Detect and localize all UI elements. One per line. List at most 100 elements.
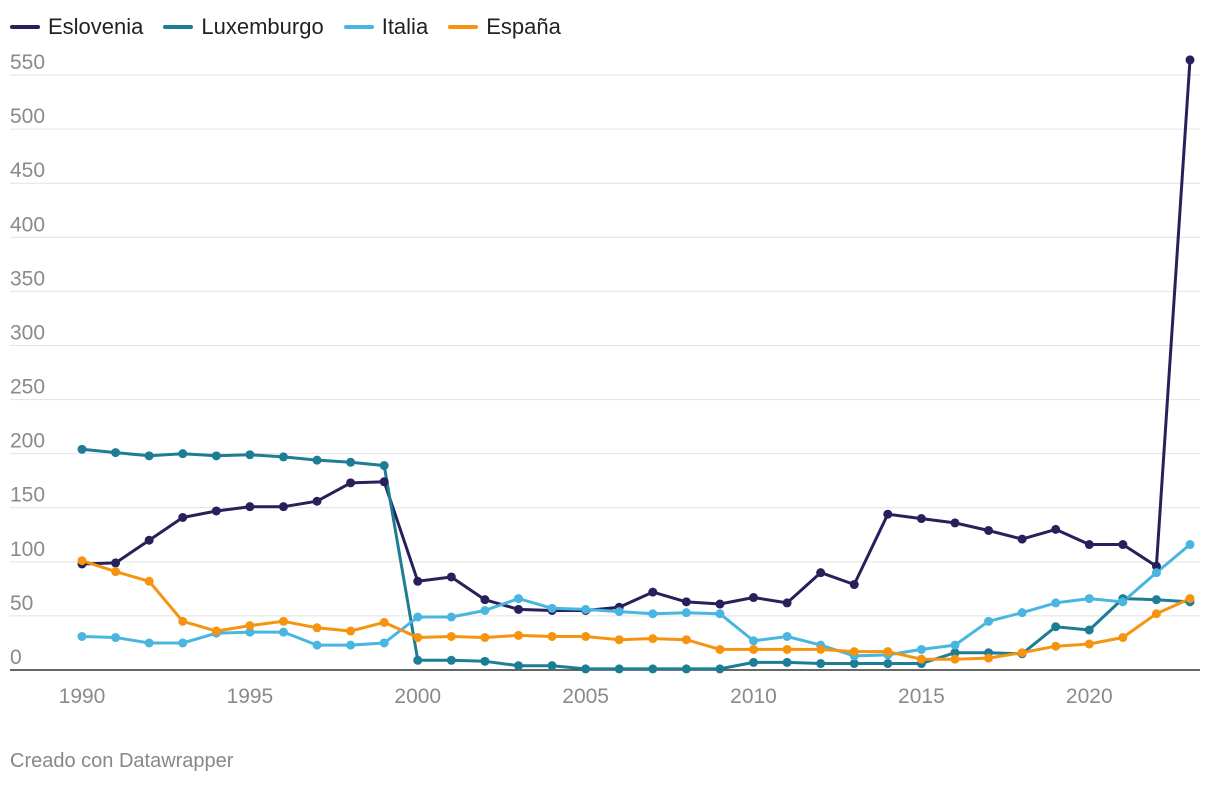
- data-point: [883, 509, 893, 519]
- data-point: [1151, 561, 1161, 571]
- y-axis-ticks: 0 50 100 150 200 250 300 350 400 450 500 550: [10, 51, 45, 669]
- data-point: [816, 568, 826, 578]
- data-point: [513, 594, 523, 604]
- data-point: [413, 576, 423, 586]
- data-point: [1017, 648, 1027, 658]
- data-point: [715, 609, 725, 619]
- gridlines: [10, 74, 1200, 671]
- y-tick-label: 150: [10, 484, 45, 507]
- data-point: [1084, 625, 1094, 635]
- data-point: [1151, 568, 1161, 578]
- data-point: [379, 477, 389, 487]
- y-tick-label: 200: [10, 430, 45, 453]
- data-point: [749, 593, 759, 603]
- data-point: [984, 653, 994, 663]
- data-point: [245, 450, 255, 460]
- y-tick-label: 400: [10, 213, 45, 236]
- data-point: [513, 661, 523, 671]
- data-point: [211, 626, 221, 636]
- data-point: [547, 603, 557, 613]
- legend-label: España: [486, 14, 561, 39]
- legend-item: España: [448, 14, 561, 40]
- data-point: [77, 444, 87, 454]
- data-point: [413, 655, 423, 665]
- legend-item: Italia: [343, 14, 429, 40]
- data-point: [144, 451, 154, 461]
- data-point: [446, 631, 456, 641]
- series-line: [80, 58, 1192, 612]
- data-point: [312, 496, 322, 506]
- data-point: [178, 512, 188, 522]
- data-point: [346, 640, 356, 650]
- data-point: [346, 478, 356, 488]
- credit-text: Creado con Datawrapper: [10, 750, 234, 772]
- data-point: [1151, 609, 1161, 619]
- data-point: [614, 664, 624, 674]
- legend-item: Eslovenia: [10, 14, 143, 40]
- data-point: [581, 604, 591, 614]
- y-tick-label: 350: [10, 267, 45, 290]
- data-point: [749, 644, 759, 654]
- data-point: [245, 627, 255, 637]
- data-point: [245, 621, 255, 631]
- data-point: [312, 623, 322, 633]
- x-axis-ticks: 1990 1995 2000 2005 2010 2015 2020: [59, 685, 1113, 708]
- data-point: [480, 606, 490, 616]
- data-point: [681, 608, 691, 618]
- data-point: [245, 502, 255, 512]
- data-point: [413, 612, 423, 622]
- data-point: [144, 576, 154, 586]
- data-point: [1151, 595, 1161, 605]
- data-point: [178, 638, 188, 648]
- data-point: [849, 647, 859, 657]
- data-point: [312, 455, 322, 465]
- data-point: [513, 630, 523, 640]
- data-point: [111, 567, 121, 577]
- data-point: [648, 587, 658, 597]
- x-tick-label: 2010: [730, 685, 777, 708]
- y-tick-label: 550: [10, 51, 45, 74]
- legend-swatch: [10, 25, 40, 29]
- data-point: [178, 616, 188, 626]
- data-point: [278, 627, 288, 637]
- data-point: [883, 659, 893, 669]
- data-point: [1084, 639, 1094, 649]
- legend-label: Italia: [381, 14, 429, 39]
- x-tick-label: 2015: [898, 685, 945, 708]
- data-point: [916, 514, 926, 524]
- data-point: [480, 595, 490, 605]
- data-point: [715, 644, 725, 654]
- y-tick-label: 500: [10, 105, 45, 128]
- data-point: [648, 609, 658, 619]
- y-tick-label: 250: [10, 376, 45, 399]
- data-point: [211, 506, 221, 516]
- data-point: [480, 633, 490, 643]
- data-point: [111, 633, 121, 643]
- data-point: [1118, 597, 1128, 607]
- data-point: [816, 644, 826, 654]
- legend-item: Luxemburgo: [163, 14, 324, 40]
- legend: Eslovenia Luxemburgo Italia España: [10, 14, 581, 40]
- data-point: [379, 617, 389, 627]
- data-point: [446, 572, 456, 582]
- series-line: [80, 447, 1192, 671]
- data-point: [379, 461, 389, 471]
- data-point: [681, 635, 691, 645]
- data-point: [278, 502, 288, 512]
- x-tick-label: 1995: [227, 685, 274, 708]
- series-line: [80, 559, 1192, 661]
- legend-swatch: [448, 25, 479, 29]
- data-point: [681, 597, 691, 607]
- x-tick-label: 2000: [394, 685, 441, 708]
- data-point: [849, 580, 859, 590]
- data-point: [1185, 540, 1195, 550]
- data-point: [782, 631, 792, 641]
- data-point: [77, 631, 87, 641]
- x-tick-label: 2020: [1066, 685, 1113, 708]
- data-point: [950, 648, 960, 658]
- data-point: [1051, 641, 1061, 651]
- data-point: [547, 661, 557, 671]
- data-point: [278, 616, 288, 626]
- data-point: [1185, 55, 1195, 65]
